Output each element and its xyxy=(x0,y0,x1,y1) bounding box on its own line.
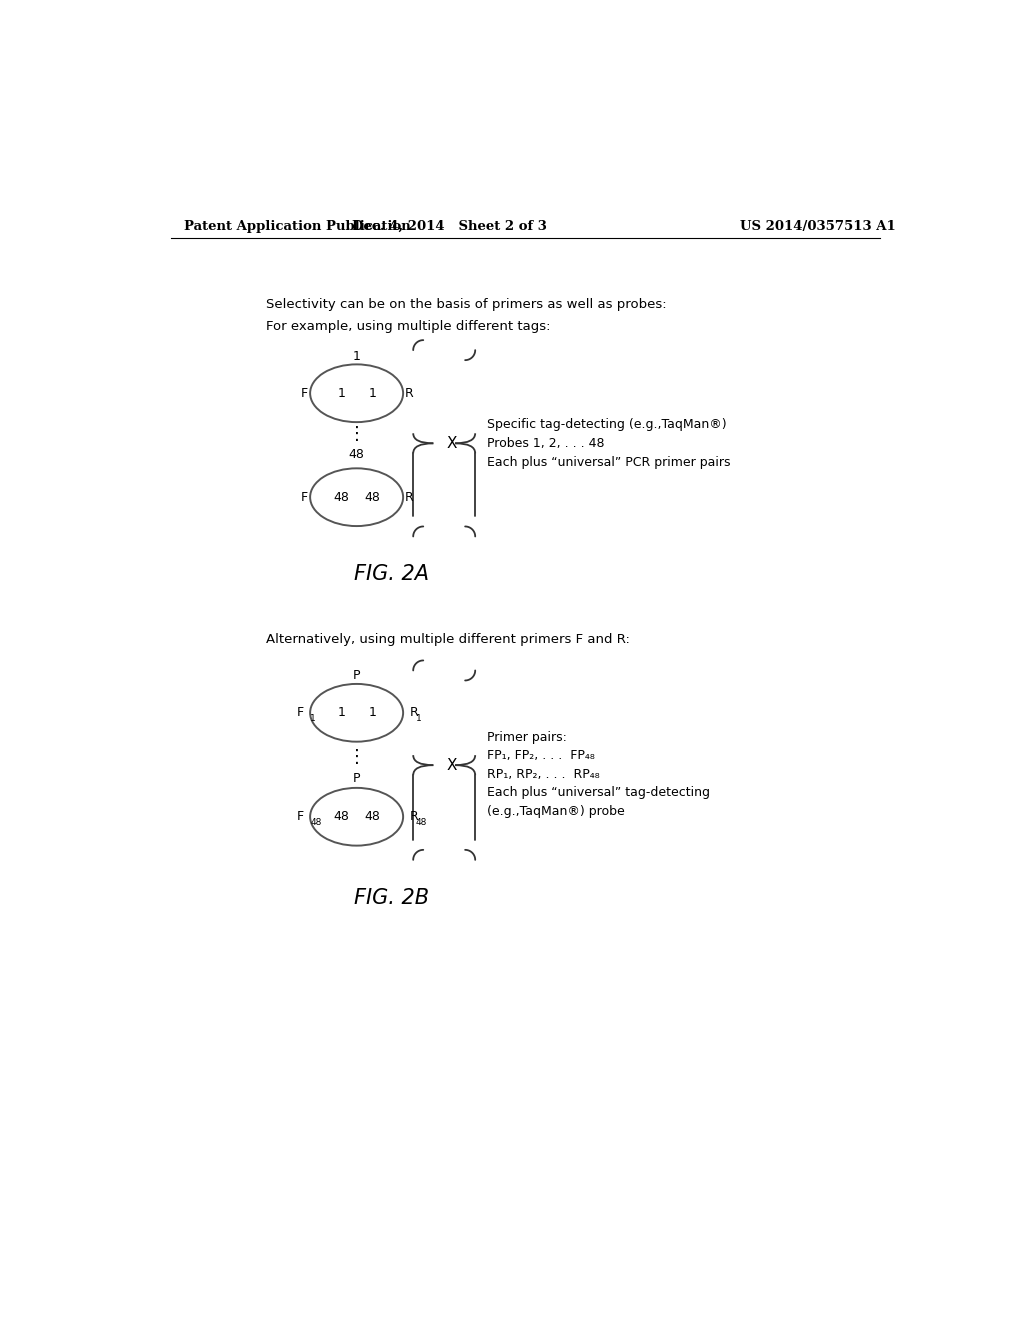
Text: X: X xyxy=(446,758,457,772)
Text: Alternatively, using multiple different primers F and R:: Alternatively, using multiple different … xyxy=(266,634,630,647)
Text: 1: 1 xyxy=(337,387,345,400)
Text: RP₁, RP₂, . . .  RP₄₈: RP₁, RP₂, . . . RP₄₈ xyxy=(486,768,600,781)
Text: 48: 48 xyxy=(349,449,365,462)
Text: R: R xyxy=(404,387,414,400)
Text: Primer pairs:: Primer pairs: xyxy=(486,731,566,744)
Text: 1: 1 xyxy=(310,714,315,722)
Text: ⋮: ⋮ xyxy=(347,748,366,767)
Text: F: F xyxy=(297,810,304,824)
Text: Each plus “universal” tag-detecting: Each plus “universal” tag-detecting xyxy=(486,787,710,800)
Text: 48: 48 xyxy=(333,491,349,504)
Text: 48: 48 xyxy=(333,810,349,824)
Text: 1: 1 xyxy=(369,706,376,719)
Text: Probes 1, 2, . . . 48: Probes 1, 2, . . . 48 xyxy=(486,437,604,450)
Text: R: R xyxy=(404,491,414,504)
Text: 1: 1 xyxy=(337,706,345,719)
Text: 1: 1 xyxy=(352,350,360,363)
Text: P: P xyxy=(353,669,360,682)
Text: 48: 48 xyxy=(365,810,380,824)
Text: R: R xyxy=(410,810,418,824)
Text: US 2014/0357513 A1: US 2014/0357513 A1 xyxy=(740,219,896,232)
Text: FIG. 2A: FIG. 2A xyxy=(354,564,429,585)
Text: Patent Application Publication: Patent Application Publication xyxy=(183,219,411,232)
Text: F: F xyxy=(300,387,307,400)
Text: FP₁, FP₂, . . .  FP₄₈: FP₁, FP₂, . . . FP₄₈ xyxy=(486,750,595,763)
Text: 48: 48 xyxy=(416,817,427,826)
Text: 48: 48 xyxy=(365,491,380,504)
Text: F: F xyxy=(300,491,307,504)
Text: 48: 48 xyxy=(310,817,322,826)
Text: Dec. 4, 2014   Sheet 2 of 3: Dec. 4, 2014 Sheet 2 of 3 xyxy=(352,219,547,232)
Text: Specific tag-detecting (e.g.,TaqMan®): Specific tag-detecting (e.g.,TaqMan®) xyxy=(486,417,726,430)
Text: For example, using multiple different tags:: For example, using multiple different ta… xyxy=(266,319,551,333)
Text: FIG. 2B: FIG. 2B xyxy=(354,887,429,908)
Text: 1: 1 xyxy=(369,387,376,400)
Text: ⋮: ⋮ xyxy=(347,425,366,444)
Text: 1: 1 xyxy=(416,714,421,722)
Text: F: F xyxy=(297,706,304,719)
Text: P: P xyxy=(353,772,360,785)
Text: X: X xyxy=(446,436,457,451)
Text: (e.g.,TaqMan®) probe: (e.g.,TaqMan®) probe xyxy=(486,805,625,818)
Text: Each plus “universal” PCR primer pairs: Each plus “universal” PCR primer pairs xyxy=(486,455,730,469)
Text: Selectivity can be on the basis of primers as well as probes:: Selectivity can be on the basis of prime… xyxy=(266,298,667,312)
Text: R: R xyxy=(410,706,418,719)
